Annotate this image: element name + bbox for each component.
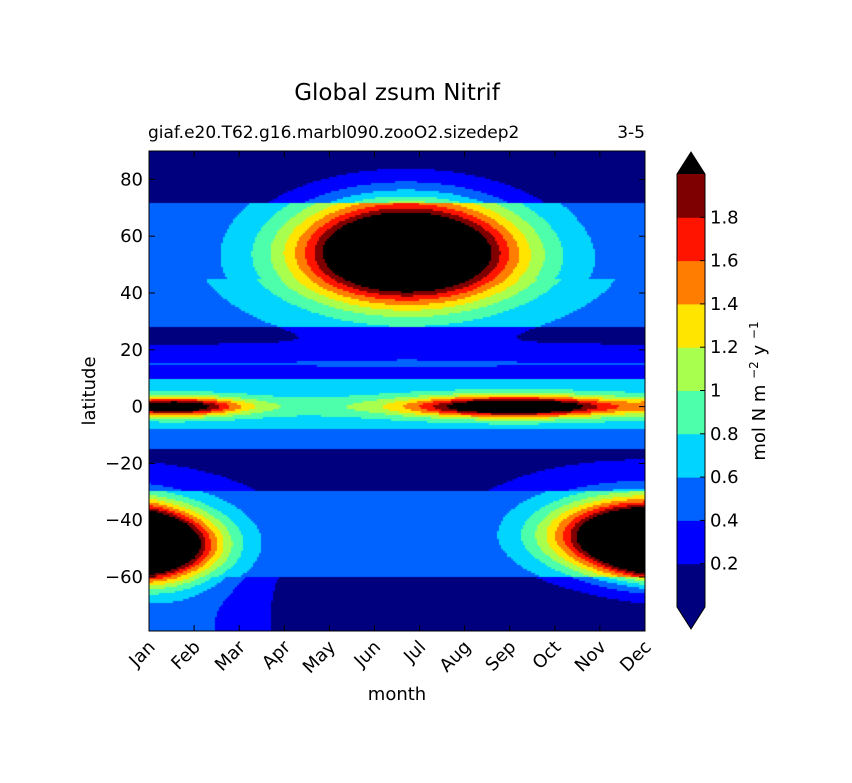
colorbar: 0.2 0.4 0.6 0.8 1 1.2 1.4 1.6 1.8 <box>676 151 739 630</box>
chart-title: Global zsum Nitrif <box>294 80 500 106</box>
colorbar-segment <box>677 217 705 262</box>
x-axis-label: month <box>368 684 426 705</box>
colorbar-tick-label: 1 <box>710 381 721 402</box>
colorbar-segment <box>677 563 705 608</box>
colorbar-tick-label: 0.2 <box>710 554 739 575</box>
colorbar-tick-label: 1.8 <box>710 207 739 228</box>
colorbar-tick-label: 0.6 <box>710 467 739 488</box>
y-axis-label: latitude <box>79 356 100 425</box>
colorbar-segment <box>677 303 705 348</box>
y-tick-label: 40 <box>120 283 143 304</box>
colorbar-segment <box>677 390 705 435</box>
colorbar-label-base: mol N m <box>749 385 770 461</box>
colorbar-tick-label: 1.6 <box>710 251 739 272</box>
colorbar-segment <box>677 477 705 521</box>
chart-subtitle-right: 3-5 <box>617 123 645 143</box>
colorbar-label-exp1: −2 <box>747 361 761 379</box>
y-tick-label: 20 <box>120 340 143 361</box>
colorbar-tick-label: 0.8 <box>710 424 739 445</box>
y-tick-label: 0 <box>132 397 143 418</box>
chart-subtitle-left: giaf.e20.T62.g16.marbl090.zooO2.sizedep2 <box>148 123 519 143</box>
contour-fill <box>149 151 645 631</box>
plot-area <box>148 150 646 632</box>
colorbar-over-arrow <box>677 152 705 174</box>
colorbar-segment <box>677 174 705 218</box>
colorbar-tick-label: 0.4 <box>710 510 739 531</box>
colorbar-segment <box>677 347 705 391</box>
y-tick-label: 60 <box>120 226 143 247</box>
colorbar-label-mid: y <box>749 344 770 355</box>
y-axis: −60 −40 −20 0 20 40 60 80 <box>105 169 645 588</box>
plot-frame <box>148 150 646 632</box>
colorbar-label-exp2: −1 <box>747 321 761 339</box>
colorbar-segment <box>677 260 705 305</box>
y-tick-label: −40 <box>105 510 143 531</box>
colorbar-tick-label: 1.2 <box>710 337 739 358</box>
colorbar-tick-label: 1.4 <box>710 294 739 315</box>
colorbar-outline <box>676 151 706 630</box>
colorbar-segment <box>677 433 705 478</box>
colorbar-label: mol N m −2 y −1 <box>742 321 770 460</box>
y-tick-label: −60 <box>105 567 143 588</box>
colorbar-under-arrow <box>677 607 705 629</box>
y-tick-label: 80 <box>120 169 143 190</box>
colorbar-segment <box>677 520 705 565</box>
y-tick-label: −20 <box>105 453 143 474</box>
